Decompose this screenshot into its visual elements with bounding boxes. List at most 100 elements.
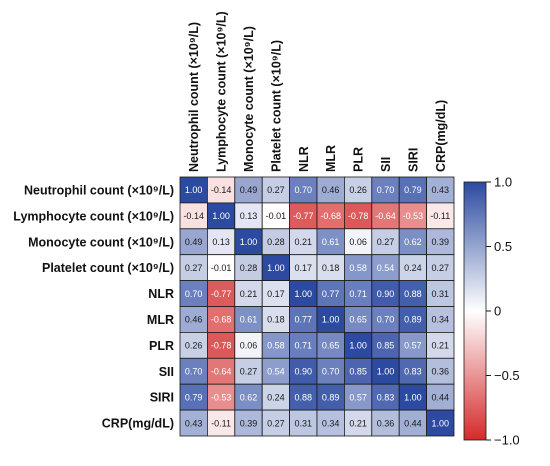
cell-value-label: 0.44: [432, 392, 450, 402]
heatmap-cell: [179, 383, 208, 411]
cell-value-label: 1.00: [267, 263, 285, 273]
heatmap-cell: [261, 306, 291, 333]
cell-value-label: -0.11: [211, 418, 231, 428]
cell-value-label: 0.31: [295, 418, 313, 428]
cell-value-label: 0.88: [404, 289, 422, 299]
heatmap-cell: [343, 331, 373, 359]
heatmap-cell: [289, 306, 318, 333]
cell-value-label: 0.27: [267, 185, 285, 195]
heatmap-cell: [426, 357, 455, 385]
cell-value-label: 0.27: [240, 366, 258, 376]
column-label: NLR: [297, 146, 311, 172]
cell-value-label: 0.71: [349, 289, 367, 299]
cell-value-label: 0.17: [267, 289, 285, 299]
row-label: SIRI: [150, 391, 174, 405]
cell-value-label: -0.77: [293, 211, 314, 221]
heatmap-cell: [289, 409, 318, 437]
heatmap-cell: [343, 254, 373, 281]
cell-value-label: 0.36: [432, 366, 450, 376]
heatmap-cell: [316, 202, 345, 230]
heatmap-cell: [426, 228, 455, 256]
cell-value-label: 0.77: [295, 315, 313, 325]
heatmap-cell: [371, 280, 400, 307]
heatmap-cell: [234, 409, 263, 437]
cell-value-label: 0.62: [404, 237, 422, 247]
cell-value-label: -0.53: [403, 211, 424, 221]
heatmap-cell: [426, 202, 455, 230]
cell-value-label: 0.46: [185, 315, 203, 325]
column-label: CRP(mg/dL): [434, 100, 448, 172]
row-label: Lymphocyte count (×10⁹/L): [13, 209, 174, 223]
heatmap-cell: [261, 409, 291, 437]
cell-value-label: 1.00: [377, 366, 395, 376]
heatmap-cell: [179, 228, 208, 256]
colorbar-tick-label: 1.0: [494, 175, 512, 190]
colorbar-tick-label: 0.5: [494, 239, 512, 254]
row-label: NLR: [148, 287, 174, 301]
cell-value-label: 0.27: [267, 418, 285, 428]
cell-value-label: 0.13: [240, 211, 258, 221]
cell-value-label: 0.43: [185, 418, 203, 428]
heatmap-cell: [343, 383, 373, 411]
cell-value-label: 0.89: [404, 315, 422, 325]
heatmap-cell: [206, 202, 236, 230]
cell-value-label: 0.85: [377, 341, 395, 351]
column-label: Monocyte count (×10⁹/L): [242, 26, 256, 172]
cell-value-label: -0.78: [211, 341, 232, 351]
cell-value-label: -0.64: [211, 366, 232, 376]
heatmap-cell: [261, 331, 291, 359]
heatmap-cell: [343, 409, 373, 437]
cell-value-label: 0.06: [349, 237, 367, 247]
cell-value-label: 0.88: [295, 392, 313, 402]
cell-value-label: 0.18: [267, 315, 285, 325]
cell-value-label: 0.57: [349, 392, 367, 402]
column-labels: Neutrophil count (×10⁹/L) Lymphocyte coun…: [187, 11, 448, 172]
cell-value-label: 0.24: [404, 263, 422, 273]
column-label: PLR: [352, 147, 366, 172]
row-label: PLR: [149, 339, 174, 353]
cell-value-label: 0.65: [322, 341, 340, 351]
cell-value-label: -0.77: [211, 289, 232, 299]
cell-value-label: 0.83: [404, 366, 422, 376]
cell-value-label: 0.28: [267, 237, 285, 247]
cell-value-label: 0.21: [432, 341, 450, 351]
row-label: CRP(mg/dL): [102, 417, 174, 431]
cell-value-label: 1.00: [349, 341, 367, 351]
heatmap-cell: [316, 254, 345, 281]
cell-value-label: -0.14: [183, 211, 204, 221]
heatmap-cell: [343, 202, 373, 230]
cell-value-label: 1.00: [295, 289, 313, 299]
heatmap-cell: [316, 409, 345, 437]
heatmap-cell: [426, 280, 455, 307]
cell-value-label: 0.77: [322, 289, 340, 299]
column-label: Platelet count (×10⁹/L): [269, 40, 283, 172]
cell-value-label: 0.13: [212, 237, 230, 247]
heatmap-cell: [289, 383, 318, 411]
heatmap-cell: [206, 228, 236, 256]
cell-value-label: 0.28: [240, 263, 258, 273]
cell-value-label: 0.85: [349, 366, 367, 376]
colorbar-tick-label: −1.0: [494, 433, 520, 448]
row-label: MLR: [147, 313, 174, 327]
cell-value-label: 0.79: [185, 392, 203, 402]
cell-value-label: 0.49: [240, 185, 258, 195]
cell-value-label: -0.01: [211, 263, 232, 273]
cell-value-label: 0.70: [322, 366, 340, 376]
heatmap-cell: [179, 306, 208, 333]
cell-value-label: 0.34: [432, 315, 450, 325]
heatmap-cell: [371, 409, 400, 437]
heatmap-cell: [206, 409, 236, 437]
heatmap-cell: [398, 306, 428, 333]
cell-value-label: 0.49: [185, 237, 203, 247]
heatmap-cell: [316, 176, 345, 204]
cell-value-label: 0.26: [185, 341, 203, 351]
column-label: Neutrophil count (×10⁹/L): [187, 22, 201, 172]
heatmap-cell: [289, 280, 318, 307]
cell-value-label: 0.61: [322, 237, 340, 247]
heatmap-cell: [206, 280, 236, 307]
cell-value-label: 0.90: [295, 366, 313, 376]
heatmap-cell: [398, 228, 428, 256]
heatmap-cell: [398, 383, 428, 411]
cell-value-label: 0.24: [267, 392, 285, 402]
